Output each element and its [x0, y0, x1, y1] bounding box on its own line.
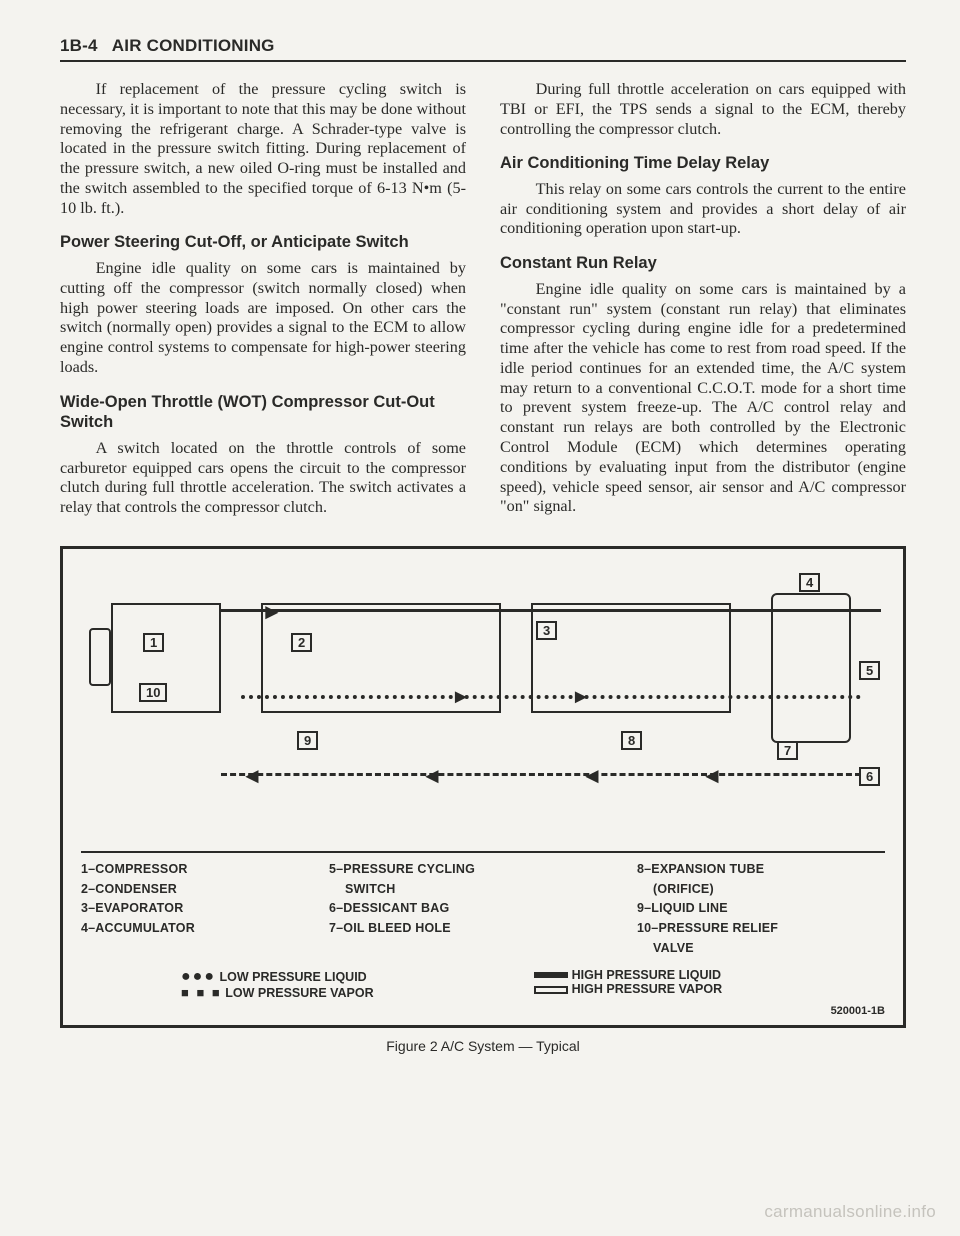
- para: A switch located on the throttle control…: [60, 439, 466, 518]
- legend-col-2: 5–PRESSURE CYCLING SWITCH 6–DESSICANT BA…: [329, 863, 577, 962]
- parts-legend: 1–COMPRESSOR 2–CONDENSER 3–EVAPORATOR 4–…: [81, 863, 885, 962]
- right-column: During full throttle acceleration on car…: [500, 80, 906, 522]
- watermark: carmanualsonline.info: [764, 1202, 936, 1222]
- para: During full throttle acceleration on car…: [500, 80, 906, 139]
- para: If replacement of the pressure cycling s…: [60, 80, 466, 218]
- callout-4: 4: [799, 573, 820, 592]
- callout-9: 9: [297, 731, 318, 750]
- section-heading: Power Steering Cut-Off, or Anticipate Sw…: [60, 232, 466, 253]
- figure-code: 520001-1B: [81, 1005, 885, 1017]
- legend-item: 4–ACCUMULATOR: [81, 922, 329, 936]
- page-header: 1B-4 AIR CONDITIONING: [60, 36, 906, 62]
- legend-col-1: 1–COMPRESSOR 2–CONDENSER 3–EVAPORATOR 4–…: [81, 863, 329, 962]
- legend-item: 3–EVAPORATOR: [81, 902, 329, 916]
- legend-item: 8–EXPANSION TUBE: [637, 863, 885, 877]
- legend-item-sub: VALVE: [637, 942, 885, 956]
- page-title: AIR CONDITIONING: [112, 36, 275, 55]
- callout-7: 7: [777, 741, 798, 760]
- para: Engine idle quality on some cars is main…: [60, 259, 466, 378]
- section-heading: Air Conditioning Time Delay Relay: [500, 153, 906, 174]
- page-number: 1B-4: [60, 36, 98, 55]
- legend-item: 5–PRESSURE CYCLING: [329, 863, 577, 877]
- legend-item: 1–COMPRESSOR: [81, 863, 329, 877]
- flow-col-left: ●●● ● ● ● LOW PRESSURE LIQUIDLOW PRESSUR…: [181, 968, 374, 1001]
- flow-item: ●●● ● ● ● LOW PRESSURE LIQUIDLOW PRESSUR…: [181, 968, 374, 986]
- legend-item: 10–PRESSURE RELIEF: [637, 922, 885, 936]
- section-heading: Constant Run Relay: [500, 253, 906, 274]
- legend-col-3: 8–EXPANSION TUBE (ORIFICE) 9–LIQUID LINE…: [577, 863, 885, 962]
- callout-6: 6: [859, 767, 880, 786]
- para: This relay on some cars controls the cur…: [500, 180, 906, 239]
- legend-item-sub: SWITCH: [329, 883, 577, 897]
- callout-5: 5: [859, 661, 880, 680]
- legend-item-sub: (ORIFICE): [637, 883, 885, 897]
- flow-col-right: HIGH PRESSURE LIQUID HIGH PRESSURE VAPOR: [534, 968, 723, 1001]
- section-heading: Wide-Open Throttle (WOT) Compressor Cut-…: [60, 392, 466, 433]
- flow-item: ■ ■ ■ LOW PRESSURE VAPOR: [181, 986, 374, 1001]
- figure-box: ◄ ◄ ◄ ◄ ► ► ► 1 2 3 4 5 6 7 8 9 10 1–COM…: [60, 546, 906, 1028]
- callout-1: 1: [143, 633, 164, 652]
- callout-8: 8: [621, 731, 642, 750]
- body-columns: If replacement of the pressure cycling s…: [60, 80, 906, 522]
- callout-3: 3: [536, 621, 557, 640]
- callout-2: 2: [291, 633, 312, 652]
- flow-item: HIGH PRESSURE LIQUID: [534, 968, 723, 982]
- callout-10: 10: [139, 683, 167, 702]
- legend-item: 9–LIQUID LINE: [637, 902, 885, 916]
- legend-item: 2–CONDENSER: [81, 883, 329, 897]
- left-column: If replacement of the pressure cycling s…: [60, 80, 466, 522]
- figure-caption: Figure 2 A/C System — Typical: [60, 1038, 906, 1054]
- legend-item: 6–DESSICANT BAG: [329, 902, 577, 916]
- flow-item: HIGH PRESSURE VAPOR: [534, 982, 723, 996]
- diagram: ◄ ◄ ◄ ◄ ► ► ► 1 2 3 4 5 6 7 8 9 10: [81, 563, 885, 853]
- legend-item: 7–OIL BLEED HOLE: [329, 922, 577, 936]
- flow-legend: ●●● ● ● ● LOW PRESSURE LIQUIDLOW PRESSUR…: [81, 968, 885, 1001]
- para: Engine idle quality on some cars is main…: [500, 280, 906, 517]
